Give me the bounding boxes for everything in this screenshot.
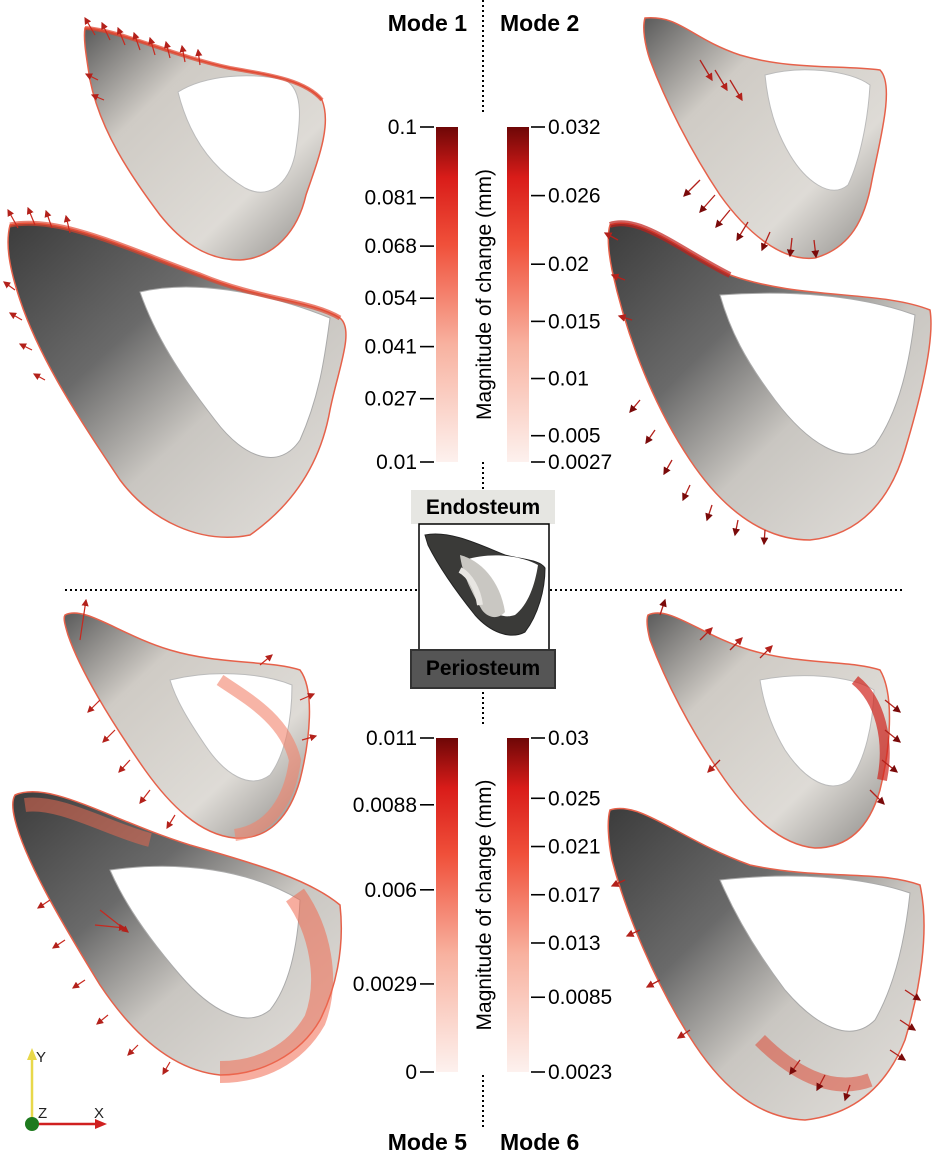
periosteum-label-box [410,649,556,689]
mode-1-bone-large [3,206,347,538]
colorbar-mode5-title: Magnitude of change (mm) [473,780,496,1031]
colorbar-mode2-tick-label: 0.026 [548,185,601,208]
mode-2-label: Mode 2 [500,10,579,36]
mode-1-label: Mode 1 [388,10,467,36]
colorbar-mode6-tick-label: 0.021 [548,836,601,859]
mode-5-bone-small [63,598,318,841]
colorbar-mode5 [436,738,458,1072]
colorbar-mode5-tick-label: 0.0029 [353,973,417,996]
legend-thumbnail-bone [424,533,546,636]
endosteum-label-box [411,490,555,524]
mode-2-bone-large [603,220,932,546]
mode-1-bone-small [83,16,327,261]
mode-6-bone-large [607,807,925,1121]
colorbar-mode6-tick-label: 0.013 [548,932,601,955]
colorbar-mode2-tick-label: 0.005 [548,425,601,448]
colorbars-group: 0.1 0.081 0.068 0.054 0.041 0.027 0.01 Magnitud… [353,116,612,1084]
colorbar-mode6-tick-label: 0.0023 [548,1061,612,1084]
colorbar-mode2-tick-label: 0.015 [548,310,601,333]
colorbar-mode1-tick-label: 0.068 [364,235,417,258]
mode-5-label: Mode 5 [388,1129,467,1155]
mode-5-bone-large [12,790,343,1083]
periosteum-label: Periosteum [426,657,540,680]
colorbar-mode6-tick-label: 0.03 [548,727,589,750]
colorbar-mode6 [507,738,529,1072]
colorbar-mode5-tick-label: 0.006 [364,879,417,902]
colorbar-mode1-tick-label: 0.01 [376,451,417,474]
z-axis-origin [25,1117,39,1131]
colorbar-mode5-tick-label: 0.011 [366,727,417,750]
colorbar-mode5-tick-label: 0.0088 [353,794,417,817]
y-axis-label: Y [36,1049,46,1066]
colorbar-mode1-title: Magnitude of change (mm) [473,169,496,420]
mode-6-bone-small [646,598,902,849]
z-axis-label: Z [38,1105,47,1122]
colorbar-mode6-tick-label: 0.017 [548,884,601,907]
axes-triad: Y Z X [25,1048,107,1131]
colorbar-mode2-tick-label: 0.01 [548,368,589,391]
colorbar-mode2-tick-label: 0.032 [548,116,601,139]
colorbar-mode2-tick-label: 0.02 [548,253,589,276]
x-axis-label: X [94,1105,104,1122]
endosteum-label: Endosteum [426,496,540,519]
colorbar-mode1-tick-label: 0.027 [364,388,417,411]
colorbar-mode5-tick-label: 0 [405,1061,417,1084]
colorbar-mode1-tick-label: 0.054 [364,287,417,310]
mode-6-label: Mode 6 [500,1129,579,1155]
layer-legend: Endosteum Periosteum [410,490,556,689]
colorbar-mode1 [436,127,458,462]
colorbar-mode6-tick-label: 0.0085 [548,986,612,1009]
colorbar-mode1-tick-label: 0.041 [364,336,417,359]
colorbar-mode2 [507,127,529,462]
colorbar-mode6-tick-label: 0.025 [548,787,601,810]
colorbar-mode1-tick-label: 0.1 [388,116,417,139]
colorbar-mode2-tick-label: 0.0027 [548,451,612,474]
mode-2-bone-small [643,17,888,260]
colorbar-mode1-tick-label: 0.081 [364,187,417,210]
